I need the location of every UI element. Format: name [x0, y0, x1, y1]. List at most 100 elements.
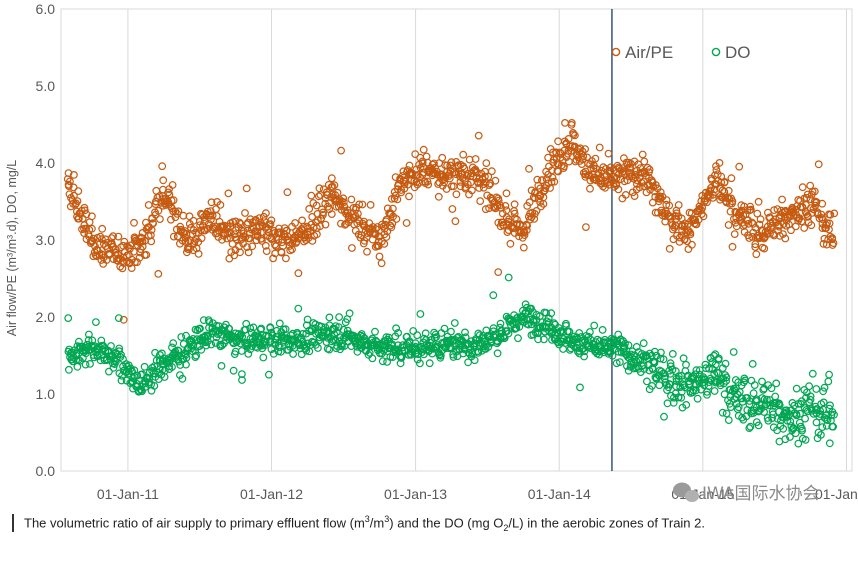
point-air-pe: [487, 167, 496, 176]
point-do: [258, 339, 267, 348]
point-air-pe: [371, 225, 380, 233]
point-air-pe: [130, 218, 138, 227]
point-do: [394, 341, 403, 350]
point-air-pe: [275, 224, 283, 233]
point-air-pe: [155, 215, 164, 224]
point-air-pe: [728, 242, 737, 251]
point-air-pe: [358, 200, 367, 209]
point-air-pe: [244, 248, 253, 257]
point-do: [225, 324, 234, 333]
point-air-pe: [355, 200, 364, 209]
point-do: [547, 309, 556, 318]
point-air-pe: [471, 155, 480, 163]
point-air-pe: [770, 231, 779, 240]
point-do: [632, 343, 641, 351]
point-do: [606, 347, 615, 356]
point-air-pe: [413, 180, 422, 189]
point-air-pe: [525, 164, 533, 173]
point-air-pe: [686, 230, 695, 239]
point-air-pe: [118, 257, 127, 266]
point-do: [248, 342, 257, 351]
point-do: [473, 347, 482, 356]
point-air-pe: [382, 233, 391, 241]
point-air-pe: [506, 239, 515, 248]
point-air-pe: [715, 158, 724, 167]
point-air-pe: [491, 176, 500, 185]
point-air-pe: [313, 230, 321, 239]
point-do: [791, 429, 800, 438]
point-air-pe: [819, 239, 828, 248]
point-do: [281, 325, 290, 334]
point-air-pe: [726, 207, 735, 216]
y-tick-labels: 0.0 1.0 2.0 3.0 4.0 5.0 6.0: [36, 1, 56, 479]
point-air-pe: [496, 201, 505, 210]
point-air-pe: [166, 215, 175, 224]
point-do: [325, 313, 334, 322]
point-air-pe: [154, 206, 163, 215]
point-do: [724, 416, 733, 425]
point-air-pe: [389, 204, 397, 213]
point-air-pe: [174, 207, 183, 216]
point-air-pe: [560, 162, 568, 171]
point-air-pe: [672, 214, 681, 223]
point-do: [246, 324, 255, 333]
point-air-pe: [153, 193, 162, 202]
y-tick-label: 0.0: [36, 463, 56, 479]
point-do: [820, 383, 829, 392]
point-air-pe: [766, 229, 774, 238]
point-air-pe: [744, 219, 753, 228]
point-air-pe: [161, 201, 170, 209]
point-do: [129, 374, 138, 383]
point-air-pe: [184, 245, 193, 254]
point-do: [710, 387, 719, 395]
point-air-pe: [829, 239, 838, 248]
point-air-pe: [382, 215, 391, 224]
point-air-pe: [391, 191, 400, 200]
point-air-pe: [348, 244, 356, 252]
x-tick-label: 01-Jan-13: [384, 486, 447, 502]
point-do: [814, 428, 823, 437]
point-air-pe: [148, 219, 157, 228]
point-air-pe: [261, 241, 270, 250]
y-tick-label: 6.0: [36, 1, 56, 17]
point-air-pe: [494, 268, 503, 277]
point-do: [168, 363, 176, 371]
point-do: [606, 343, 615, 352]
point-air-pe: [578, 155, 587, 164]
point-do: [436, 351, 445, 360]
chart: 0.0 1.0 2.0 3.0 4.0 5.0 6.0 01-Jan-11 01-Jan-12…: [5, 1, 858, 504]
point-do: [274, 347, 283, 356]
point-air-pe: [69, 191, 78, 200]
point-air-pe: [753, 209, 762, 218]
point-air-pe: [828, 234, 837, 242]
point-do: [189, 335, 198, 343]
point-air-pe: [630, 192, 639, 201]
point-do: [416, 359, 424, 368]
point-do: [722, 377, 730, 385]
point-air-pe: [446, 166, 455, 175]
point-air-pe: [242, 184, 251, 193]
point-do: [425, 359, 434, 368]
point-air-pe: [319, 208, 328, 217]
point-air-pe: [578, 147, 587, 156]
point-air-pe: [665, 201, 674, 210]
legend-label-air-pe: Air/PE: [625, 43, 673, 62]
point-do: [823, 416, 832, 425]
point-do: [160, 373, 169, 381]
point-air-pe: [811, 201, 820, 210]
point-air-pe: [80, 206, 89, 215]
point-do: [335, 313, 344, 322]
point-do: [241, 325, 250, 334]
point-do: [565, 327, 574, 336]
point-air-pe: [567, 120, 576, 129]
point-do: [275, 343, 284, 352]
point-air-pe: [116, 254, 124, 263]
point-air-pe: [65, 177, 74, 186]
point-do: [117, 350, 125, 359]
point-air-pe: [730, 230, 739, 239]
point-air-pe: [638, 150, 647, 159]
point-do: [84, 336, 93, 345]
point-do: [178, 374, 187, 383]
point-air-pe: [267, 216, 276, 225]
point-do: [745, 400, 754, 409]
